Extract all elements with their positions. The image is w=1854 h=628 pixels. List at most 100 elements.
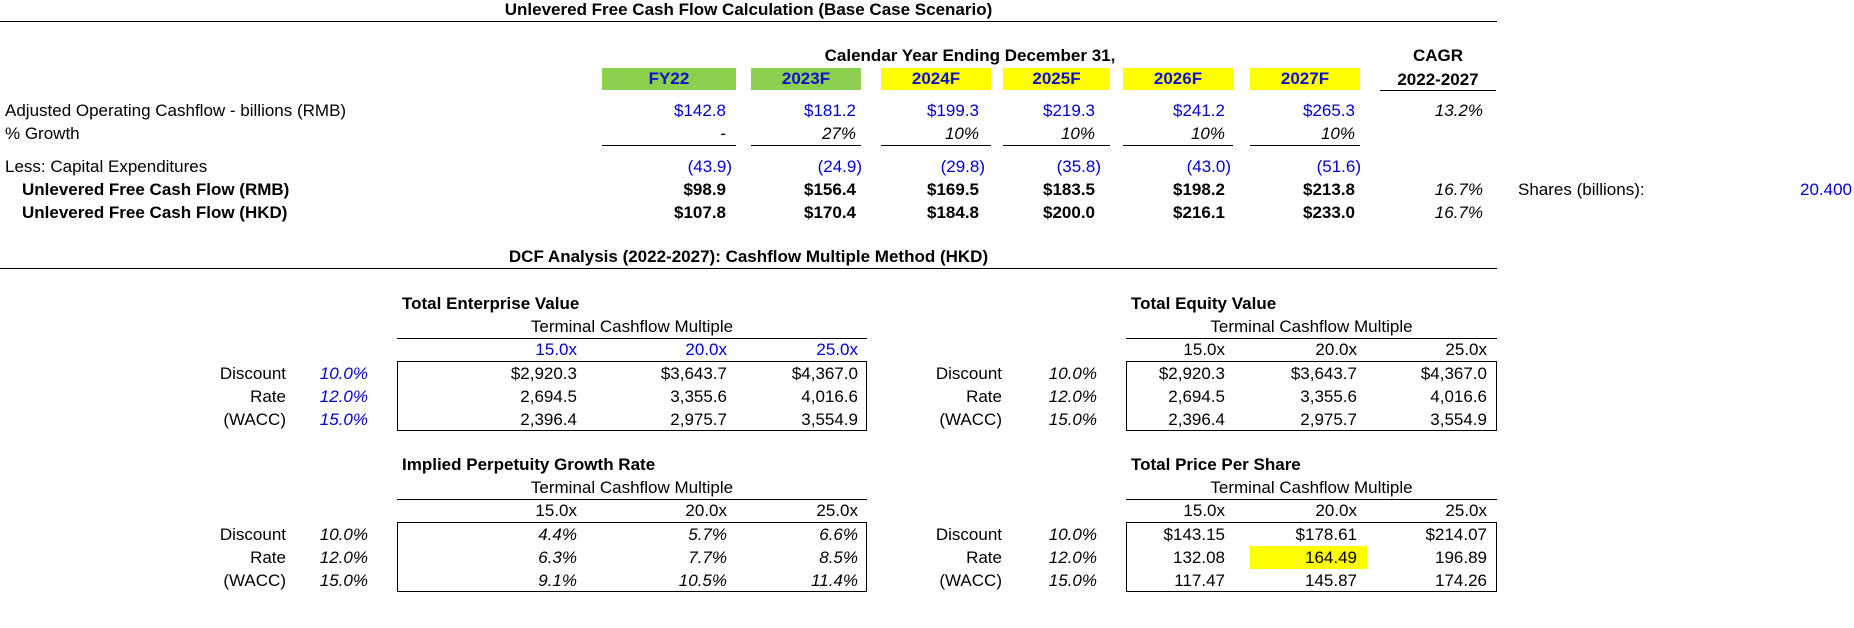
teq-row-label: (WACC) [939, 410, 1002, 429]
ipg-header-line [397, 499, 867, 500]
row-label-operating-cashflow: Adjusted Operating Cashflow - billions (… [5, 101, 347, 120]
growth-underline [1003, 145, 1110, 146]
ufcf-hkd-value: $184.8 [927, 203, 979, 222]
ufcf-rmb-cagr: 16.7% [1434, 180, 1483, 199]
tps-multiple-header: 25.0x [1445, 501, 1487, 520]
cagr-underline [1380, 90, 1496, 91]
tps-cell: $143.15 [1163, 525, 1225, 544]
ipg-cell: 11.4% [811, 571, 858, 590]
teq-cell: 4,016.6 [1430, 387, 1487, 406]
ipg-row-label: Rate [250, 548, 286, 567]
tev-header-line [397, 338, 867, 339]
ipg-row-label: (WACC) [223, 571, 286, 590]
tps-rate: 12.0% [1048, 548, 1097, 567]
tev-cell: 2,396.4 [520, 410, 577, 429]
row-label-ufcf-rmb: Unlevered Free Cash Flow (RMB) [22, 180, 290, 199]
teq-rate: 10.0% [1048, 364, 1097, 383]
ufcf-hkd-value: $233.0 [1303, 203, 1355, 222]
tps-rate: 10.0% [1048, 525, 1097, 544]
dcf-title: DCF Analysis (2022-2027): Cashflow Multi… [508, 247, 989, 266]
tev-multiple-header: 15.0x [535, 340, 577, 359]
cagr-period: 2022-2027 [1397, 70, 1479, 89]
teq-cell: $4,367.0 [1420, 364, 1487, 383]
ipg-title: Implied Perpetuity Growth Rate [402, 455, 656, 474]
tps-cell: 196.89 [1435, 548, 1487, 567]
row-label-capex: Less: Capital Expenditures [5, 157, 208, 176]
growth-underline [1250, 145, 1360, 146]
ipg-cell: 7.7% [688, 548, 727, 567]
capex-value: (43.9) [687, 157, 732, 176]
teq-row-label: Rate [966, 387, 1002, 406]
year-header-2024f: 2024F [881, 68, 991, 90]
year-header-2025f: 2025F [1003, 68, 1110, 90]
tps-cell: 174.26 [1435, 571, 1487, 590]
year-header-2023f: 2023F [751, 68, 861, 90]
tev-row-label: Rate [250, 387, 286, 406]
teq-cell: $2,920.3 [1158, 364, 1225, 383]
ocf-value: $199.3 [927, 101, 979, 120]
tps-multiple-header: 15.0x [1183, 501, 1225, 520]
ufcf-hkd-value: $170.4 [804, 203, 856, 222]
tps-cell-highlighted: 164.49 [1305, 548, 1357, 567]
ocf-value: $265.3 [1303, 101, 1355, 120]
row-label-ufcf-hkd: Unlevered Free Cash Flow (HKD) [22, 203, 288, 222]
ipg-multiple-header: 25.0x [816, 501, 858, 520]
ipg-cell: 6.6% [819, 525, 858, 544]
capex-value: (51.6) [1316, 157, 1361, 176]
ipg-row-label: Discount [219, 525, 286, 544]
title-underline [0, 21, 1497, 22]
teq-title: Total Equity Value [1131, 294, 1277, 313]
tev-cell: 4,016.6 [801, 387, 858, 406]
growth-underline [881, 145, 991, 146]
tev-multiple-label: Terminal Cashflow Multiple [530, 317, 734, 336]
growth-underline [1123, 145, 1233, 146]
growth-underline [602, 145, 736, 146]
growth-value: 10% [1320, 124, 1355, 143]
capex-value: (35.8) [1056, 157, 1101, 176]
shares-label: Shares (billions): [1518, 180, 1645, 199]
tps-cell: $178.61 [1295, 525, 1357, 544]
year-header-fy22: FY22 [602, 68, 736, 90]
tev-rate: 10.0% [319, 364, 368, 383]
teq-multiple-header: 15.0x [1183, 340, 1225, 359]
tps-cell: $214.07 [1425, 525, 1487, 544]
teq-cell: 2,694.5 [1168, 387, 1225, 406]
tev-multiple-header: 20.0x [685, 340, 727, 359]
teq-header-line [1126, 338, 1497, 339]
tps-row-label: Discount [935, 525, 1002, 544]
growth-value: 10% [1060, 124, 1095, 143]
ipg-cell: 9.1% [538, 571, 577, 590]
growth-value: - [720, 124, 726, 143]
tps-cell: 117.47 [1174, 571, 1225, 590]
dcf-title-underline [0, 268, 1497, 269]
ufcf-hkd-value: $200.0 [1043, 203, 1095, 222]
year-header-2026f: 2026F [1123, 68, 1233, 90]
capex-value: (43.0) [1186, 157, 1231, 176]
year-header-2027f: 2027F [1250, 68, 1360, 90]
ufcf-rmb-value: $183.5 [1043, 180, 1095, 199]
ocf-value: $181.2 [804, 101, 856, 120]
ipg-multiple-header: 20.0x [685, 501, 727, 520]
ocf-value: $219.3 [1043, 101, 1095, 120]
ipg-multiple-label: Terminal Cashflow Multiple [530, 478, 734, 497]
tps-cell: 132.08 [1173, 548, 1225, 567]
tev-cell: $3,643.7 [660, 364, 727, 383]
teq-multiple-header: 25.0x [1445, 340, 1487, 359]
capex-value: (29.8) [940, 157, 985, 176]
ipg-multiple-header: 15.0x [535, 501, 577, 520]
teq-cell: 2,975.7 [1300, 410, 1357, 429]
teq-cell: 3,554.9 [1430, 410, 1487, 429]
ipg-rate: 15.0% [319, 571, 368, 590]
ipg-cell: 8.5% [819, 548, 858, 567]
calendar-label: Calendar Year Ending December 31, [824, 46, 1116, 65]
teq-multiple-label: Terminal Cashflow Multiple [1210, 317, 1413, 336]
tev-row-label: Discount [219, 364, 286, 383]
ipg-cell: 6.3% [538, 548, 577, 567]
tev-row-label: (WACC) [223, 410, 286, 429]
tev-table-box [397, 361, 867, 431]
teq-cell: $3,643.7 [1290, 364, 1357, 383]
tev-cell: 2,975.7 [670, 410, 727, 429]
capex-value: (24.9) [817, 157, 862, 176]
growth-value: 27% [821, 124, 856, 143]
tps-row-label: (WACC) [939, 571, 1002, 590]
